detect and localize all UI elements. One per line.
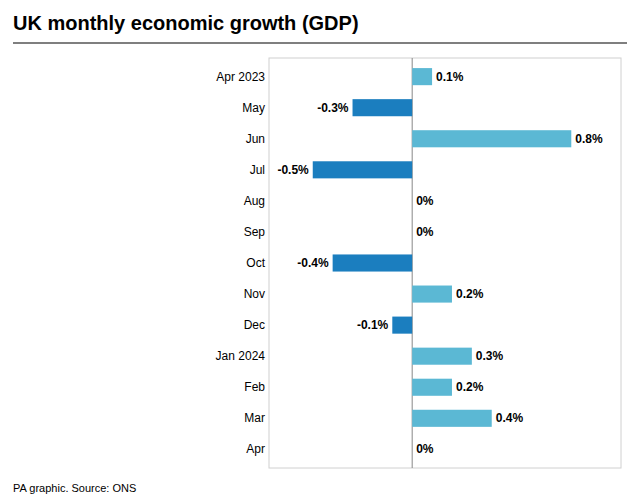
bar (412, 441, 413, 458)
bar (313, 161, 412, 178)
bar (412, 379, 452, 396)
bar (412, 223, 413, 240)
category-label: Oct (246, 256, 265, 270)
category-label: Nov (244, 287, 265, 301)
bar (412, 130, 571, 147)
data-label: -0.5% (277, 163, 309, 177)
category-label: Apr (246, 442, 265, 456)
category-label: Jul (250, 163, 265, 177)
bars (313, 58, 572, 468)
data-label: 0.4% (496, 411, 524, 425)
data-label: 0.8% (575, 132, 603, 146)
data-label: 0.1% (436, 70, 464, 84)
bar (353, 99, 413, 116)
category-label: Sep (244, 225, 266, 239)
bar (392, 317, 412, 334)
category-label: Apr 2023 (216, 70, 265, 84)
title: UK monthly economic growth (GDP) (13, 12, 359, 34)
title-rule (13, 42, 627, 43)
data-label: -0.1% (357, 318, 389, 332)
labels: 0.1% Apr 2023 -0.3% May 0.8% Jun -0.5% Jul 0% Aug… (216, 70, 603, 457)
bar (412, 410, 492, 427)
data-label: -0.4% (297, 256, 329, 270)
data-label: 0% (416, 442, 434, 456)
data-label: 0% (416, 225, 434, 239)
data-label: 0% (416, 194, 434, 208)
category-label: Aug (244, 194, 265, 208)
category-label: Feb (244, 380, 265, 394)
bar (412, 192, 413, 209)
bar (412, 348, 472, 365)
data-label: 0.3% (476, 349, 504, 363)
data-label: 0.2% (456, 380, 484, 394)
category-label: May (242, 101, 265, 115)
bar (412, 68, 432, 85)
category-label: Jan 2024 (216, 349, 266, 363)
category-label: Jun (246, 132, 265, 146)
bar (333, 254, 413, 271)
data-label: -0.3% (317, 101, 349, 115)
category-label: Mar (244, 411, 265, 425)
chart: UK monthly economic growth (GDP) 0.1% Apr … (0, 0, 640, 500)
source-note: PA graphic. Source: ONS (13, 482, 136, 494)
data-label: 0.2% (456, 287, 484, 301)
category-label: Dec (244, 318, 265, 332)
plot-frame (269, 58, 621, 468)
bar (412, 286, 452, 303)
